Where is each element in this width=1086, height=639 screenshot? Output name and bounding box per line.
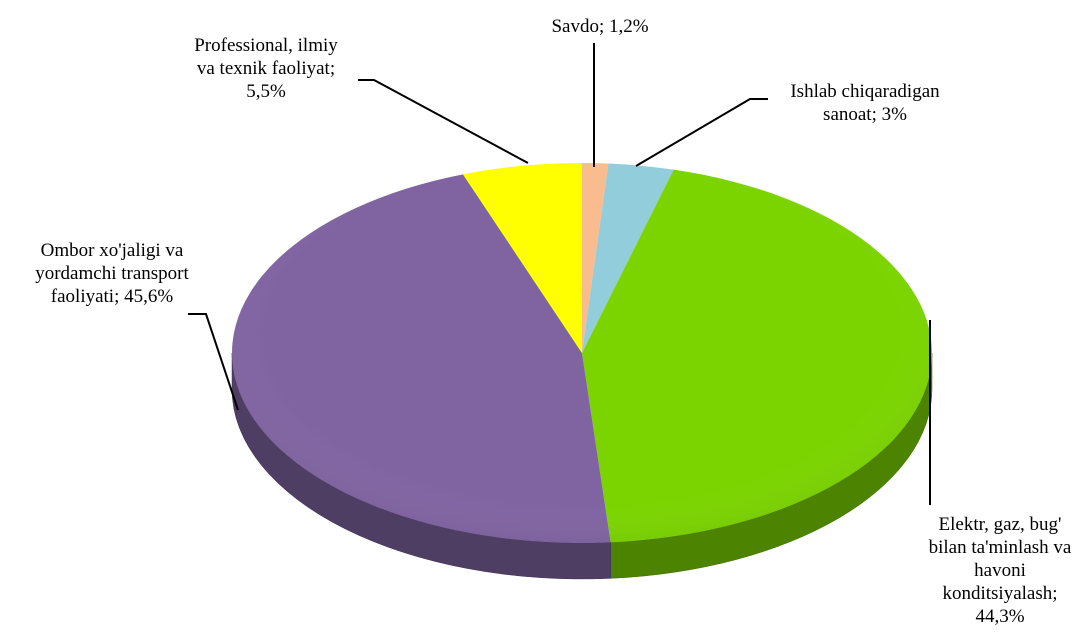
leader-line-4 [358,79,529,164]
data-label-line: konditsiyalash; [942,583,1057,604]
data-label-line: yordamchi transport [35,263,189,284]
data-label-line: Savdo; 1,2% [551,16,648,37]
data-label-line: va texnik faoliyat; [197,58,335,79]
leader-line-1 [635,98,768,167]
data-label-line: 44,3% [975,606,1024,627]
data-label-line: Elektr, gaz, bug' [939,514,1062,535]
data-label-line: Ombor xo'jaligi va [41,240,184,261]
data-label-line: 5,5% [246,81,286,102]
data-label-line: faoliyati; 45,6% [51,286,174,307]
data-label-0: Savdo; 1,2% [551,16,648,37]
data-label-line: sanoat; 3% [823,104,907,125]
pie-slices [231,163,933,544]
leader-lines [188,43,931,505]
data-label-line: havoni [974,560,1026,581]
data-label-2: Elektr, gaz, bug' bilan ta'minlash va havo… [929,514,1072,627]
data-label-4: Professional, ilmiy va texnik faoliyat; 5,… [194,35,338,102]
data-labels: Savdo; 1,2% Ishlab chiqaradigan sanoat; 3%… [35,16,1072,627]
leader-line-3 [188,313,239,411]
data-label-line: Ishlab chiqaradigan [790,81,940,102]
data-label-3: Ombor xo'jaligi va yordamchi transport fao… [35,240,189,307]
pie-top-shading [232,163,932,543]
data-label-line: Professional, ilmiy [194,35,338,56]
data-label-1: Ishlab chiqaradigan sanoat; 3% [790,81,940,125]
data-label-line: bilan ta'minlash va [929,537,1072,558]
